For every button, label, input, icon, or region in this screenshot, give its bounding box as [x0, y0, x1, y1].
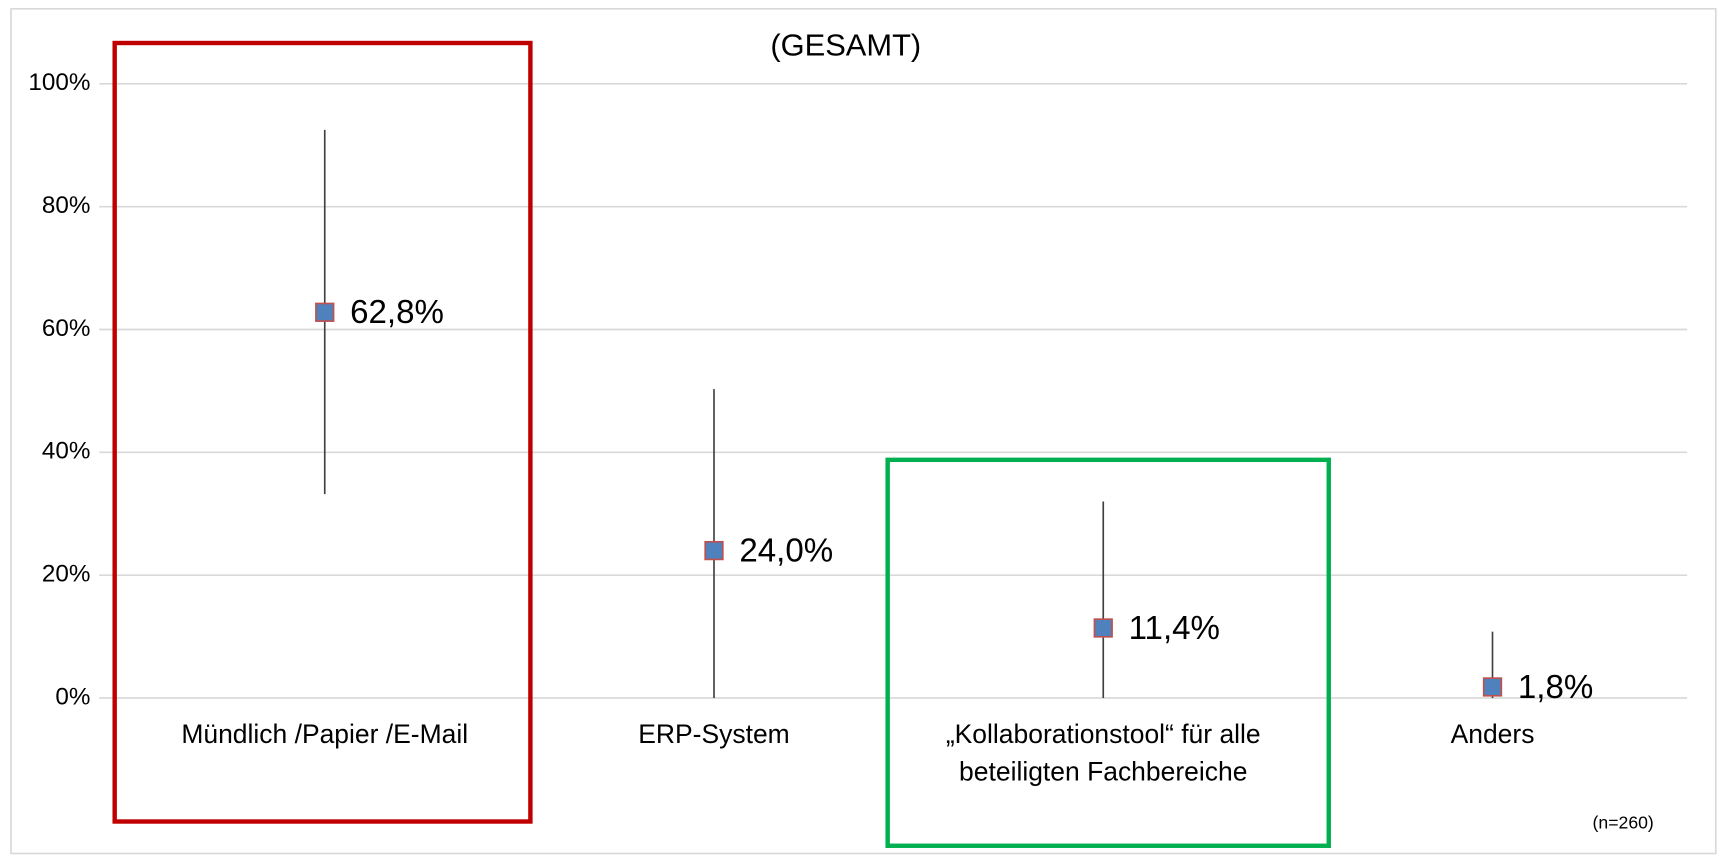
data-point	[1093, 618, 1113, 638]
x-tick-label: ERP-System	[638, 720, 790, 750]
x-tick-label: Anders	[1450, 720, 1535, 750]
data-label: 24,0%	[739, 533, 833, 570]
y-tick-label: 80%	[42, 192, 91, 219]
data-label: 62,8%	[350, 294, 444, 331]
y-tick-label: 40%	[42, 438, 91, 465]
y-tick-label: 20%	[42, 561, 91, 588]
data-label: 1,8%	[1518, 669, 1593, 706]
highlight-box-red	[112, 40, 533, 824]
y-tick-label: 0%	[55, 683, 90, 710]
data-point	[704, 540, 724, 561]
data-point	[315, 302, 335, 322]
y-tick-label: 60%	[42, 315, 91, 342]
x-tick-label: Mündlich /Papier /E-Mail	[181, 720, 469, 750]
chart-title: (GESAMT)	[770, 28, 921, 63]
chart-border	[10, 7, 1717, 855]
data-label: 11,4%	[1129, 610, 1220, 647]
data-point	[1482, 677, 1503, 697]
highlight-box-green	[885, 457, 1331, 848]
sample-note: (n=260)	[1593, 812, 1654, 832]
x-tick-label: „Kollaborationstool“ für alle beteiligte…	[945, 720, 1261, 788]
y-tick-label: 100%	[28, 69, 90, 96]
